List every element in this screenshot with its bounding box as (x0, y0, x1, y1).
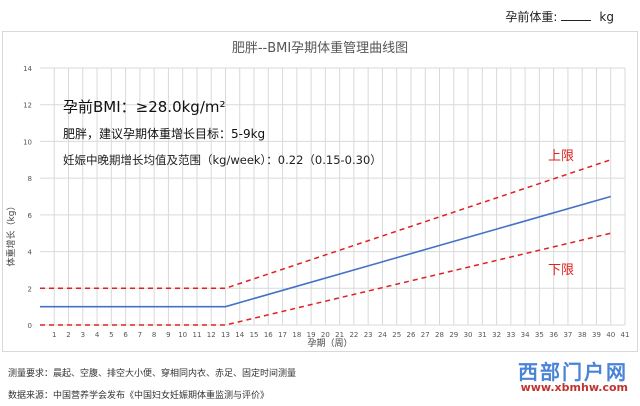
y-tick-label: 14 (23, 65, 32, 73)
annotation-target: 肥胖，建议孕期体重增长目标：5-9kg (63, 127, 265, 141)
x-tick-label: 24 (378, 331, 387, 339)
watermark-title: 西部门户网 (518, 360, 628, 384)
x-tick-label: 3 (81, 331, 85, 339)
x-tick-label: 25 (392, 331, 401, 339)
weight-unit: kg (599, 10, 614, 24)
x-tick-label: 16 (264, 331, 273, 339)
chart-container: 肥胖--BMI孕期体重管理曲线图 0 2 4 6 8 10 12 14 1 2 3 4 5 6 7 8 9 10… (2, 31, 638, 352)
x-tick-label: 38 (578, 331, 587, 339)
x-tick-label: 1 (52, 331, 56, 339)
watermark: 西部门户网 www.xbmhw.com (462, 356, 632, 396)
annotation-rate: 妊娠中晚期增长均值及范围（kg/week）：0.22（0.15-0.30） (63, 153, 382, 167)
y-tick-label: 8 (28, 175, 32, 183)
y-tick-label: 6 (28, 212, 33, 220)
x-tick-label: 33 (506, 331, 515, 339)
x-axis-label: 孕期（周） (307, 338, 352, 349)
y-tick-label: 0 (28, 322, 32, 330)
x-tick-label: 12 (207, 331, 216, 339)
x-tick-label: 28 (435, 331, 444, 339)
y-tick-label: 10 (23, 138, 32, 146)
x-tick-label: 37 (563, 331, 572, 339)
recommended-gain-line (40, 195, 611, 308)
x-tick-label: 22 (349, 331, 358, 339)
upper-limit-label: 上限 (548, 149, 574, 164)
x-tick-label: 21 (335, 331, 344, 339)
x-tick-label: 15 (250, 331, 259, 339)
x-tick-label: 13 (221, 331, 230, 339)
x-tick-label: 18 (292, 331, 301, 339)
series-lines (40, 159, 611, 326)
y-axis-label: 体重增长（kg） (5, 202, 17, 267)
chart-title: 肥胖--BMI孕期体重管理曲线图 (232, 40, 408, 56)
measurement-note: 测量要求：晨起、空腹、排空大小便、穿相同内衣、赤足、固定时间测量 (8, 369, 297, 379)
lower-limit-label: 下限 (548, 263, 574, 278)
x-tick-label: 20 (321, 331, 330, 339)
x-tick-label: 2 (66, 331, 70, 339)
y-tick-label: 12 (23, 102, 32, 110)
x-tick-label: 14 (235, 331, 244, 339)
x-tick-label: 19 (307, 331, 316, 339)
y-tick-label: 2 (28, 285, 32, 293)
x-tick-label: 9 (166, 331, 170, 339)
x-tick-label: 17 (278, 331, 287, 339)
y-axis-ticks: 0 2 4 6 8 10 12 14 (23, 65, 32, 330)
weight-label: 孕前体重: (505, 10, 558, 24)
x-tick-label: 4 (95, 331, 100, 339)
x-axis-ticks: 1 2 3 4 5 6 7 8 9 10 11 12 13 14 15 16 17 18 19 20 21 22 23 24 2… (52, 331, 629, 339)
x-tick-label: 30 (464, 331, 473, 339)
pre-pregnancy-weight-field: 孕前体重: kg (505, 8, 614, 25)
x-tick-label: 10 (178, 331, 187, 339)
x-tick-label: 7 (138, 331, 142, 339)
x-tick-label: 34 (521, 331, 530, 339)
x-tick-label: 8 (152, 331, 156, 339)
watermark-url: www.xbmhw.com (520, 381, 628, 394)
y-tick-label: 4 (28, 249, 33, 257)
grid-lines (40, 67, 626, 326)
x-tick-label: 31 (478, 331, 487, 339)
annotation-bmi: 孕前BMI：≥28.0kg/m² (63, 98, 226, 116)
x-tick-label: 27 (421, 331, 430, 339)
x-tick-label: 35 (535, 331, 544, 339)
x-tick-label: 5 (109, 331, 113, 339)
x-tick-label: 36 (549, 331, 558, 339)
x-tick-label: 26 (407, 331, 416, 339)
x-tick-label: 40 (606, 331, 615, 339)
x-tick-label: 41 (621, 331, 630, 339)
x-tick-label: 23 (364, 331, 373, 339)
x-tick-label: 6 (123, 331, 128, 339)
weight-blank (561, 20, 592, 21)
x-tick-label: 11 (192, 331, 201, 339)
x-tick-label: 29 (449, 331, 458, 339)
data-source-note: 数据来源：中国营养学会发布《中国妇女妊娠期体重监测与评价》 (8, 391, 270, 401)
x-tick-label: 39 (592, 331, 601, 339)
x-tick-label: 32 (492, 331, 501, 339)
